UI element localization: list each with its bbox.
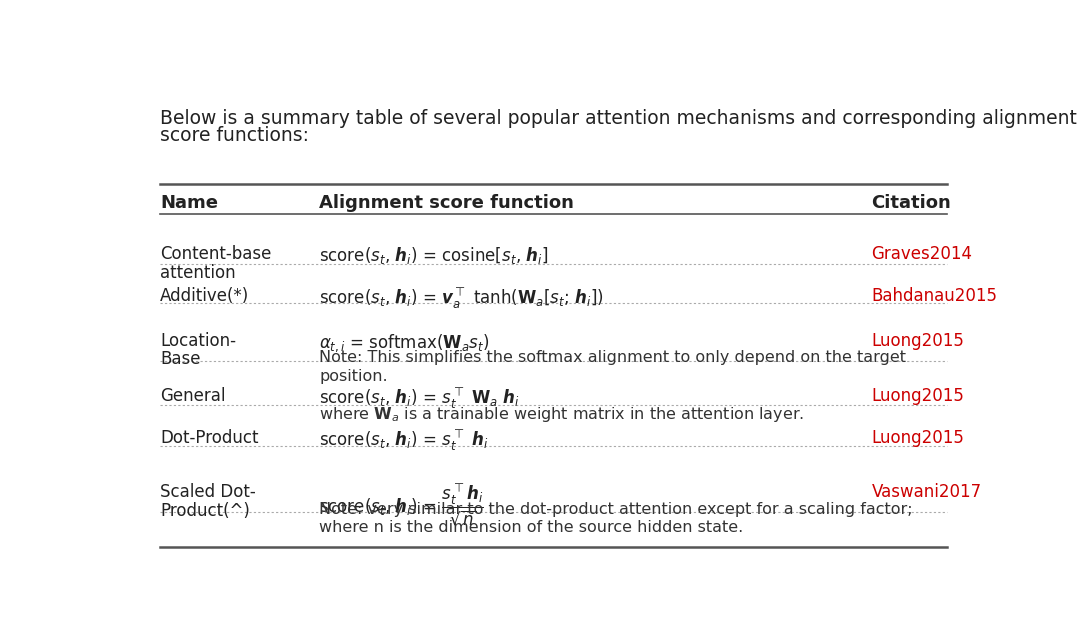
Text: Bahdanau2015: Bahdanau2015 [872, 287, 998, 305]
Text: score functions:: score functions: [160, 126, 309, 145]
Text: Graves2014: Graves2014 [872, 245, 973, 263]
Text: Name: Name [160, 194, 218, 212]
Text: Product(^): Product(^) [160, 502, 249, 520]
Text: Luong2015: Luong2015 [872, 332, 964, 350]
Text: Citation: Citation [872, 194, 951, 212]
Text: score($s_t$, $\boldsymbol{h}_i$) = $s_t^\top$ $\mathbf{W}_a$ $\boldsymbol{h}_i$: score($s_t$, $\boldsymbol{h}_i$) = $s_t^… [320, 387, 521, 412]
Text: General: General [160, 387, 226, 404]
Text: score($s_t$, $\boldsymbol{h}_i$) = $\boldsymbol{v}_a^\top$ tanh($\mathbf{W}_a$[$: score($s_t$, $\boldsymbol{h}_i$) = $\bol… [320, 287, 604, 312]
Text: score($s_t$, $\boldsymbol{h}_i$) = $s_t^\top$ $\boldsymbol{h}_i$: score($s_t$, $\boldsymbol{h}_i$) = $s_t^… [320, 429, 489, 454]
Text: Luong2015: Luong2015 [872, 429, 964, 446]
Text: Note: This simplifies the softmax alignment to only depend on the target: Note: This simplifies the softmax alignm… [320, 350, 906, 366]
Text: score($s_t$, $\boldsymbol{h}_i$) = $\dfrac{s_t^\top \boldsymbol{h}_i}{\sqrt{n}}$: score($s_t$, $\boldsymbol{h}_i$) = $\dfr… [320, 483, 484, 529]
Text: Content-base: Content-base [160, 245, 271, 263]
Text: where $\mathbf{W}_a$ is a trainable weight matrix in the attention layer.: where $\mathbf{W}_a$ is a trainable weig… [320, 405, 805, 424]
Text: Below is a summary table of several popular attention mechanisms and correspondi: Below is a summary table of several popu… [160, 109, 1077, 128]
Text: where n is the dimension of the source hidden state.: where n is the dimension of the source h… [320, 520, 743, 535]
Text: Base: Base [160, 350, 201, 369]
Text: attention: attention [160, 263, 235, 282]
Text: Additive(*): Additive(*) [160, 287, 249, 305]
Text: position.: position. [320, 369, 388, 384]
Text: Alignment score function: Alignment score function [320, 194, 573, 212]
Text: $\alpha_{t,i}$ = softmax($\mathbf{W}_a$$s_t$): $\alpha_{t,i}$ = softmax($\mathbf{W}_a$$… [320, 332, 489, 354]
Text: Vaswani2017: Vaswani2017 [872, 483, 982, 501]
Text: Location-: Location- [160, 332, 237, 350]
Text: Scaled Dot-: Scaled Dot- [160, 483, 256, 501]
Text: score($s_t$, $\boldsymbol{h}_i$) = cosine[$s_t$, $\boldsymbol{h}_i$]: score($s_t$, $\boldsymbol{h}_i$) = cosin… [320, 245, 549, 266]
Text: Luong2015: Luong2015 [872, 387, 964, 404]
Text: Note: very similar to the dot-product attention except for a scaling factor;: Note: very similar to the dot-product at… [320, 502, 913, 517]
Text: Dot-Product: Dot-Product [160, 429, 258, 446]
